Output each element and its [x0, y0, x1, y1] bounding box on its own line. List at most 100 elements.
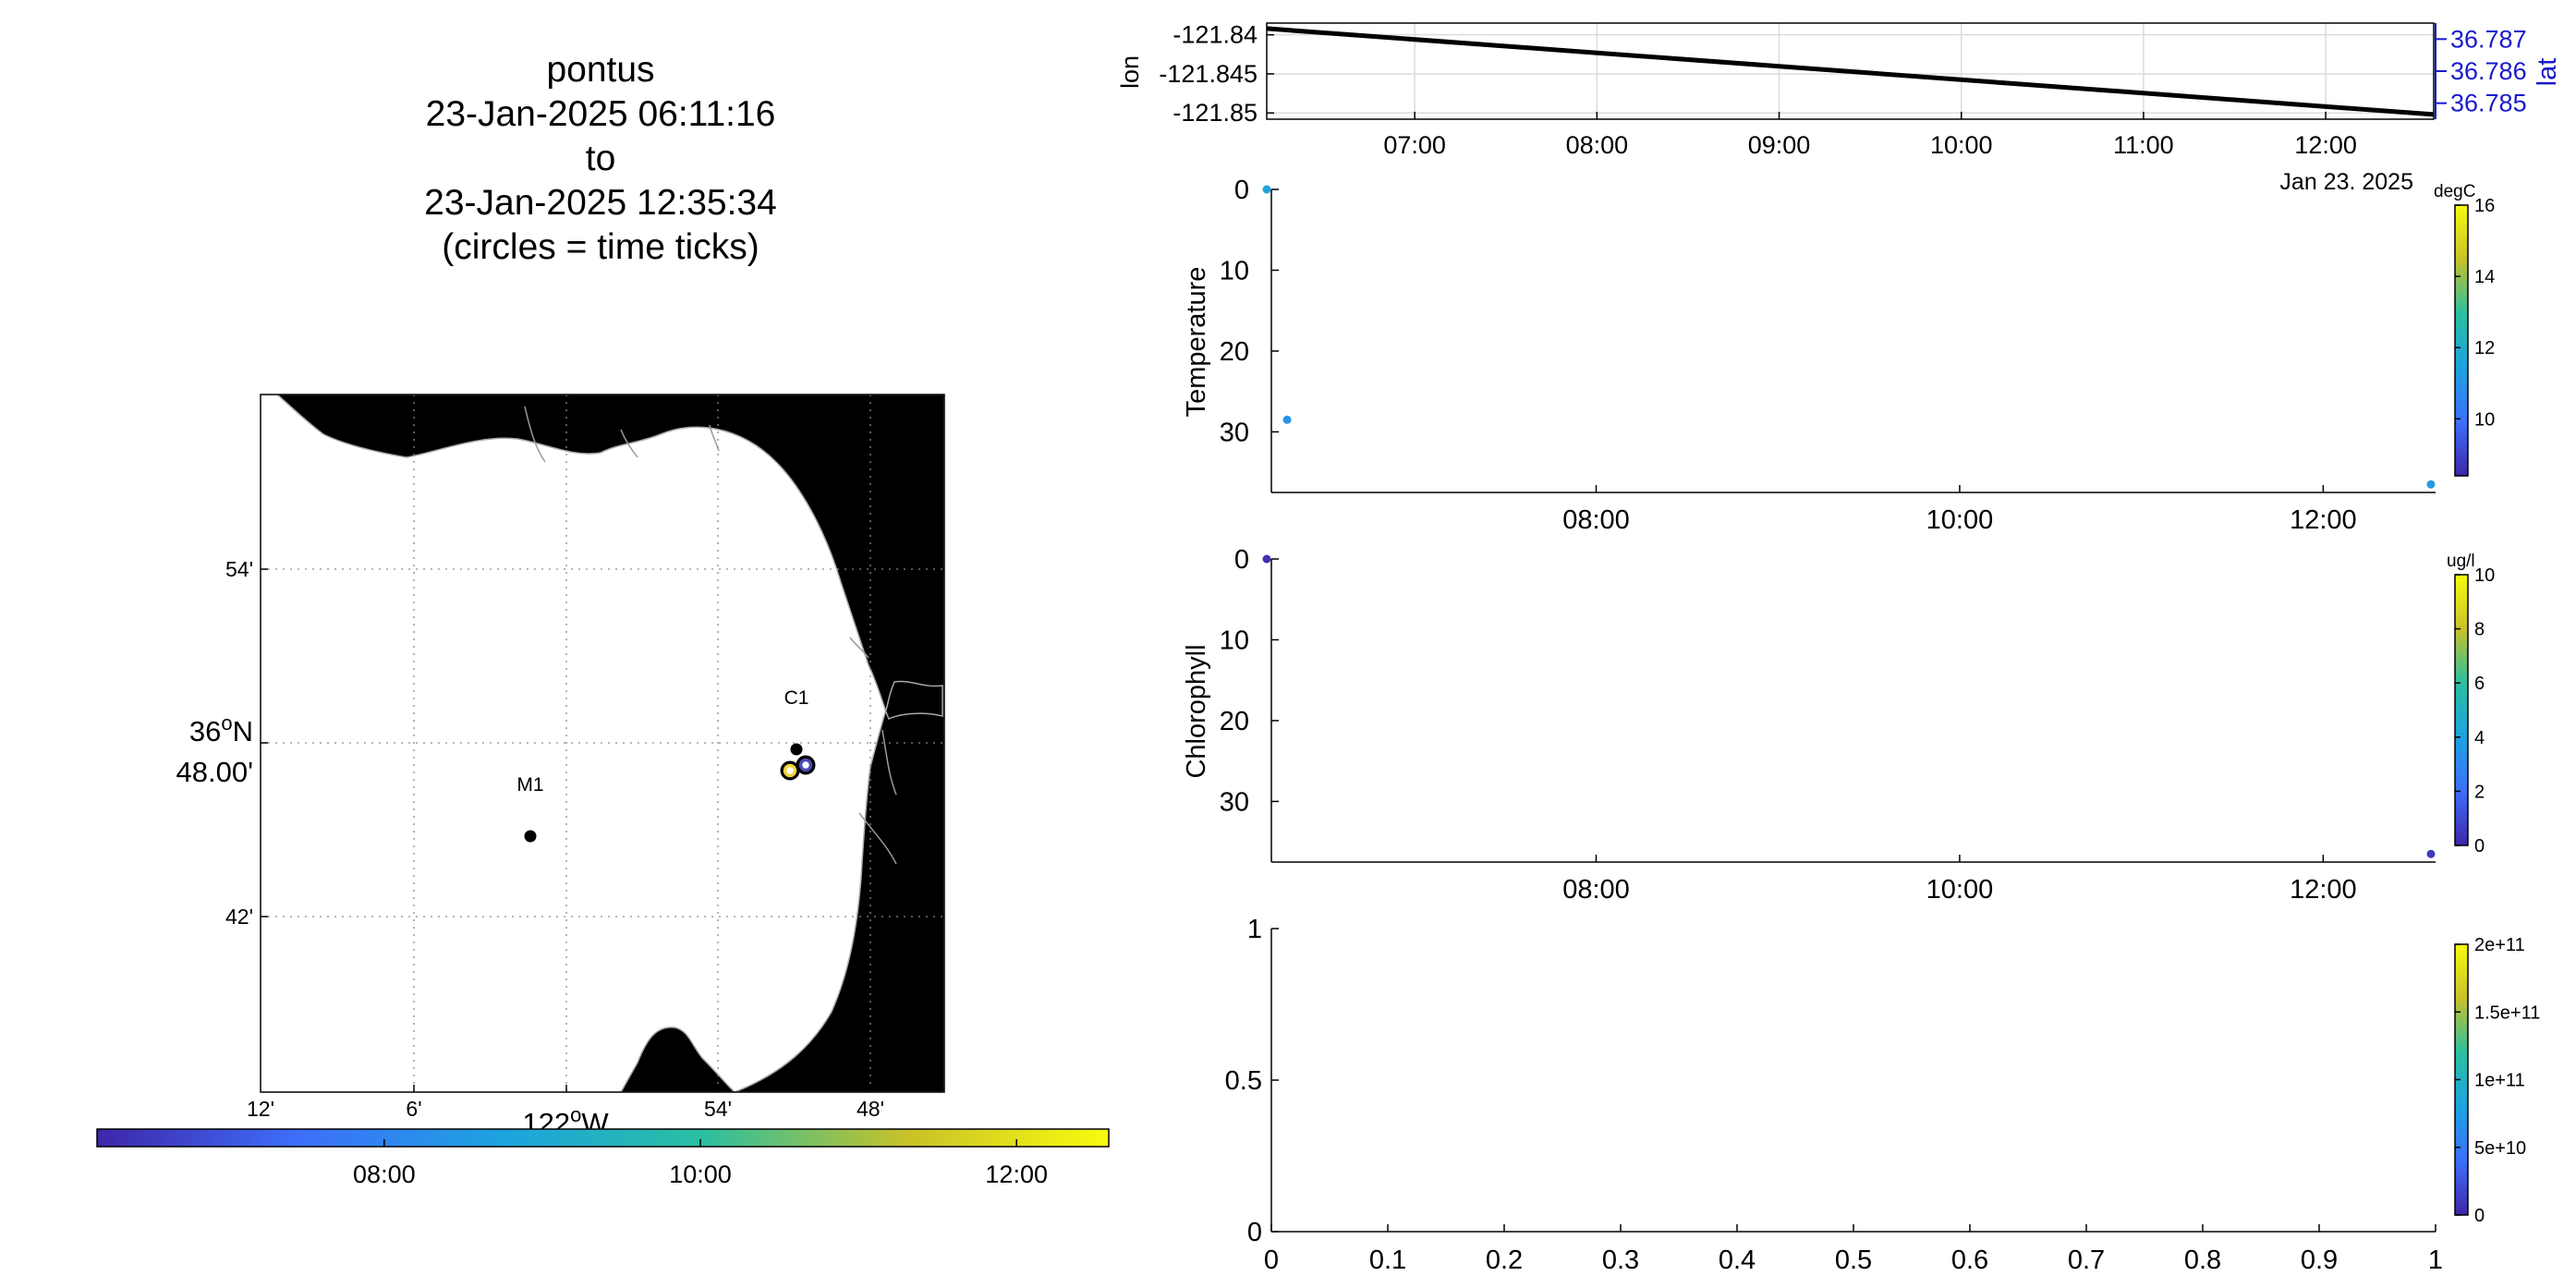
data-point	[1262, 185, 1271, 194]
title-line: to	[585, 139, 616, 178]
lon-lat-x-tick: 07:00	[1383, 131, 1446, 159]
map-lat-label: 36oN	[189, 711, 253, 747]
temperature-axis-label: Temperature	[1182, 267, 1211, 418]
map-lon-tick: 54'	[704, 1097, 732, 1121]
time-colorbar-ticks: 08:00 10:00 12:00	[353, 1139, 1048, 1188]
colorbar-tick: 14	[2474, 267, 2495, 287]
lon-lat-panel: -121.84 -121.845 -121.85 36.787 36.786 36.785…	[1116, 21, 2562, 195]
map-peninsula	[620, 1027, 736, 1092]
colorbar-tick: 4	[2474, 728, 2485, 748]
lon-axis-label: lon	[1116, 55, 1144, 89]
lon-lat-grid	[1267, 23, 2434, 119]
temperature-panel: 0 10 20 30 08:00 10:00 12:00 Temperature Jan 2…	[1182, 176, 2495, 577]
x-tick: 0.3	[1602, 1245, 1639, 1275]
lat-y-tick: 36.785	[2450, 90, 2527, 117]
lat-axis-label: lat	[2533, 58, 2562, 87]
chlorophyll-axis-label: Chlorophyll	[1182, 644, 1211, 778]
title-line: 23-Jan-2025 06:11:16	[425, 94, 776, 134]
x-tick: 0	[1264, 1245, 1279, 1275]
chlorophyll-colorbar	[2454, 574, 2469, 846]
chlorophyll-date-label: Jan 23. 2025	[2279, 920, 2413, 946]
x-tick: 0.4	[1719, 1245, 1756, 1275]
colorbar-tick: 10	[2474, 565, 2495, 586]
title-line: (circles = time ticks)	[442, 227, 759, 267]
station-label-m1: M1	[516, 774, 543, 796]
map-grid	[261, 395, 944, 1092]
track-circle	[798, 758, 813, 772]
x-tick: 1	[2428, 1245, 2443, 1275]
title-line: 23-Jan-2025 12:35:34	[424, 183, 777, 223]
chlorophyll-points	[1262, 554, 2436, 858]
empty-panel: 0 0.5 1 0 0.1 0.2 0.3 0.4 0.5 0.6 0.7 0.8 0.9 1 0 5e+1…	[1225, 915, 2541, 1275]
track-circle	[783, 763, 797, 778]
colorbar-tick: 2e+11	[2474, 935, 2525, 955]
colorbar-tick: 0	[2474, 836, 2485, 857]
time-colorbar	[96, 1128, 1110, 1148]
time-x-tick: 12:00	[2290, 875, 2357, 905]
lon-lat-x-tick: 12:00	[2294, 131, 2357, 159]
time-x-tick: 08:00	[1562, 875, 1630, 905]
time-x-tick: 10:00	[1926, 875, 1994, 905]
lon-y-tick: -121.84	[1173, 21, 1258, 49]
x-tick: 0.7	[2068, 1245, 2105, 1275]
time-x-tick: 10:00	[1926, 505, 1994, 535]
data-point	[1282, 415, 1292, 424]
temperature-colorbar-unit: degC	[2434, 182, 2475, 201]
x-tick: 0.5	[1835, 1245, 1872, 1275]
station-marker-m1	[524, 830, 537, 843]
map-lat-tick: 42'	[225, 905, 253, 929]
lon-lat-date-label: Jan 23. 2025	[2279, 169, 2413, 195]
map-lat-tick: 54'	[225, 557, 253, 581]
x-tick: 0.9	[2301, 1245, 2338, 1275]
colorbar-tick: 5e+10	[2474, 1138, 2526, 1159]
colorbar-tick: 1e+11	[2474, 1071, 2525, 1091]
x-tick: 0.2	[1486, 1245, 1523, 1275]
depth-y-tick: 20	[1220, 337, 1249, 367]
depth-y-tick: 10	[1220, 256, 1249, 286]
colorbar-tick: 0	[2474, 1206, 2485, 1226]
map-lon-tick: 6'	[406, 1097, 421, 1121]
y-tick: 1	[1247, 915, 1262, 944]
map-panel: 54' 42' 36oN 48.00' 12' 6' 54' 48' 122oW…	[176, 394, 945, 1139]
lon-lat-x-tick: 09:00	[1748, 131, 1811, 159]
lat-y-tick: 36.787	[2450, 25, 2527, 53]
depth-y-tick: 0	[1234, 545, 1249, 575]
time-x-tick: 08:00	[1562, 505, 1630, 535]
lat-y-tick: 36.786	[2450, 57, 2527, 85]
colorbar-tick: 1.5e+11	[2474, 1002, 2540, 1023]
colorbar-tick: 8	[2474, 620, 2485, 640]
colorbar-tick: 2	[2474, 782, 2485, 802]
x-tick: 0.1	[1369, 1245, 1406, 1275]
data-point	[2426, 849, 2436, 858]
time-colorbar-tick: 12:00	[985, 1160, 1048, 1188]
track-circles	[780, 755, 816, 781]
lon-lat-x-tick: 11:00	[2113, 131, 2174, 159]
colorbar-tick: 12	[2474, 338, 2495, 358]
time-colorbar-tick: 10:00	[669, 1160, 732, 1188]
depth-y-tick: 0	[1234, 176, 1249, 205]
depth-y-tick: 20	[1220, 707, 1249, 736]
x-tick: 0.8	[2184, 1245, 2221, 1275]
colorbar-tick: 16	[2474, 196, 2495, 216]
depth-y-tick: 10	[1220, 626, 1249, 655]
depth-y-tick: 30	[1220, 418, 1249, 447]
colorbar-tick: 6	[2474, 674, 2485, 694]
title-line: pontus	[546, 50, 655, 90]
y-tick: 0	[1247, 1218, 1262, 1247]
lon-y-tick: -121.845	[1159, 60, 1258, 88]
lon-lat-x-tick: 08:00	[1566, 131, 1629, 159]
station-marker-c1	[790, 743, 803, 756]
lon-lat-x-tick: 10:00	[1930, 131, 1993, 159]
lon-y-tick: -121.85	[1173, 99, 1258, 127]
map-lon-tick: 48'	[857, 1097, 884, 1121]
temperature-date-label: Jan 23. 2025	[2279, 551, 2413, 577]
data-point	[2426, 480, 2436, 489]
chlorophyll-colorbar-unit: ug/l	[2447, 552, 2475, 571]
y-tick: 0.5	[1225, 1066, 1262, 1096]
temperature-points	[1262, 185, 2436, 489]
lon-series-line	[1266, 26, 2435, 117]
time-colorbar-tick: 08:00	[353, 1160, 416, 1188]
temperature-colorbar	[2454, 204, 2469, 477]
